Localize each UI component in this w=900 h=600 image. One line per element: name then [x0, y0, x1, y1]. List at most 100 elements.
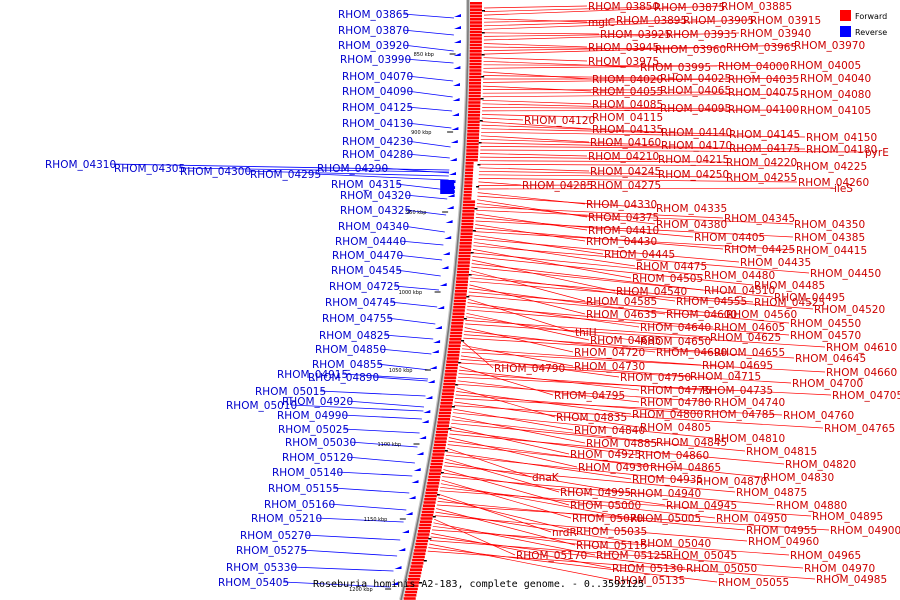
reverse-gene-label: RHOM_05330 — [226, 562, 297, 574]
gc-tick — [476, 186, 480, 188]
reverse-leader-line — [389, 301, 438, 308]
forward-leader-line — [467, 302, 640, 328]
forward-feature — [460, 232, 473, 235]
forward-gene-label: RHOM_04450 — [810, 268, 881, 280]
forward-gene-label: RHOM_04650 — [640, 336, 711, 348]
forward-leader-line — [483, 32, 740, 41]
forward-gene-label: RHOM_04740 — [714, 397, 785, 409]
forward-feature — [457, 270, 469, 274]
forward-gene-label: RHOM_04810 — [714, 433, 785, 445]
forward-leader-line — [480, 149, 865, 153]
forward-leader-line — [439, 490, 812, 517]
forward-gene-label: pyrE — [865, 147, 889, 159]
forward-leader-line — [480, 138, 661, 146]
reverse-feature — [413, 468, 421, 471]
reverse-feature — [423, 410, 431, 413]
gc-tick — [444, 450, 448, 452]
forward-gene-label: RHOM_04880 — [776, 500, 847, 512]
forward-feature — [421, 514, 434, 517]
forward-feature — [457, 261, 470, 264]
reverse-feature — [442, 252, 450, 255]
forward-feature — [454, 296, 467, 299]
forward-feature — [412, 555, 425, 559]
forward-gene-label: RHOM_04175 — [729, 143, 800, 155]
forward-feature — [468, 88, 481, 91]
forward-gene-label: RHOM_03875 — [654, 2, 725, 14]
gc-tick — [478, 142, 482, 144]
forward-feature — [464, 178, 473, 181]
reverse-leader-line — [406, 75, 454, 82]
reverse-feature — [437, 306, 445, 309]
leader-lines — [109, 5, 865, 588]
gc-tick — [479, 120, 483, 122]
forward-gene-label: RHOM_05070 — [572, 513, 643, 525]
forward-leader-line — [434, 515, 748, 542]
forward-leader-line — [482, 99, 592, 105]
forward-feature — [469, 34, 482, 37]
forward-gene-label: RHOM_04445 — [604, 249, 675, 261]
forward-feature — [406, 584, 419, 587]
forward-feature — [416, 539, 429, 543]
reverse-feature — [453, 40, 461, 43]
forward-leader-line — [457, 383, 714, 403]
forward-feature — [403, 597, 416, 600]
forward-leader-line — [448, 437, 578, 468]
forward-feature — [461, 219, 474, 223]
reverse-gene-label: RHOM_04315 — [331, 179, 402, 191]
forward-feature — [418, 530, 430, 533]
forward-gene-label: RHOM_04100 — [728, 104, 799, 116]
forward-feature — [445, 370, 458, 373]
reverse-gene-label: RHOM_05405 — [218, 577, 289, 589]
forward-gene-label: RHOM_04080 — [800, 89, 871, 101]
forward-feature — [409, 571, 422, 575]
forward-gene-label: RHOM_04375 — [588, 212, 659, 224]
forward-feature — [452, 315, 465, 319]
forward-feature — [460, 238, 472, 242]
reverse-gene-label: RHOM_05155 — [268, 483, 339, 495]
forward-leader-line — [483, 19, 616, 23]
gc-tick — [428, 538, 432, 540]
forward-leader-line — [483, 57, 588, 62]
forward-feature — [405, 590, 418, 594]
forward-gene-label: RHOM_04380 — [656, 219, 727, 231]
forward-feature — [469, 69, 482, 72]
forward-feature — [464, 184, 473, 187]
reverse-feature — [451, 127, 459, 130]
reverse-feature — [454, 26, 461, 29]
forward-gene-label: RHOM_04260 — [798, 177, 869, 189]
reverse-leader-line — [406, 122, 452, 129]
reverse-leader-line — [341, 373, 429, 380]
reverse-leader-line — [282, 581, 391, 588]
forward-gene-label: RHOM_04585 — [586, 296, 657, 308]
forward-gene-label: RHOM_04605 — [714, 322, 785, 334]
reverse-feature — [431, 350, 439, 353]
forward-feature — [470, 18, 482, 21]
reverse-feature — [425, 396, 433, 399]
forward-gene-label: RHOM_04965 — [790, 550, 861, 562]
forward-gene-label: RHOM_03960 — [655, 44, 726, 56]
forward-feature — [407, 578, 420, 581]
forward-gene-label: RHOM_04210 — [588, 151, 659, 163]
forward-leader-line — [479, 156, 658, 160]
forward-feature — [426, 488, 438, 491]
forward-feature — [418, 526, 431, 530]
forward-leader-line — [479, 160, 726, 163]
reverse-leader-line — [346, 456, 415, 464]
gc-tick — [441, 472, 444, 474]
forward-gene-label: RHOM_04425 — [724, 244, 795, 256]
forward-gene-label: RHOM_04350 — [794, 219, 865, 231]
forward-feature — [422, 507, 435, 511]
forward-leader-line — [442, 472, 666, 506]
forward-feature — [413, 552, 426, 555]
forward-feature — [470, 27, 482, 31]
forward-feature — [461, 222, 474, 226]
forward-gene-label: RHOM_04020 — [592, 74, 663, 86]
forward-feature — [464, 187, 472, 191]
reverse-gene-label: RHOM_03920 — [338, 40, 409, 52]
reverse-gene-label: RHOM_04440 — [335, 236, 406, 248]
reverse-leader-line — [336, 471, 413, 477]
forward-feature — [433, 443, 446, 447]
forward-gene-label: RHOM_04570 — [790, 330, 861, 342]
forward-feature — [447, 350, 460, 354]
